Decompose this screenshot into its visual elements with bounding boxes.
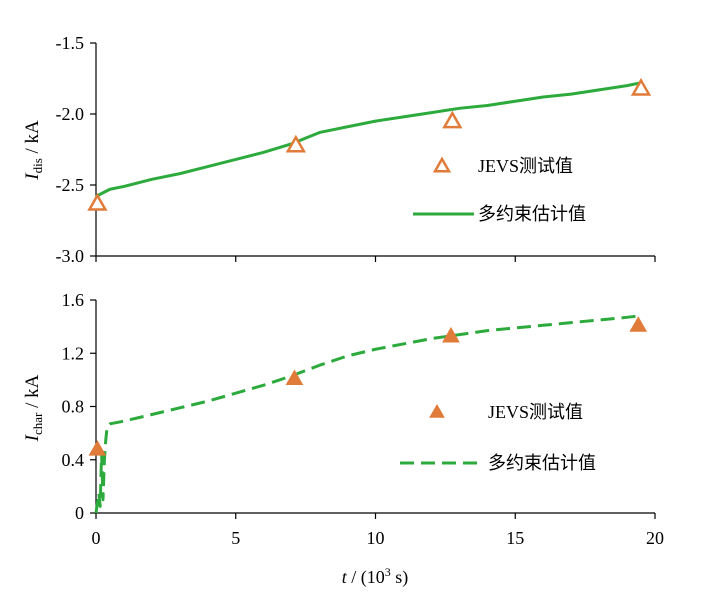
top-measured-point bbox=[87, 192, 108, 211]
top-ytick-label: -2.5 bbox=[56, 175, 85, 195]
top-legend-measured-label: JEVS测试值 bbox=[478, 156, 573, 176]
top-measured-point bbox=[285, 134, 306, 153]
bottom-ytick-label: 0 bbox=[75, 503, 84, 523]
xtick-label: 5 bbox=[231, 528, 240, 548]
bottom-legend-estimate-label: 多约束估计值 bbox=[488, 453, 596, 473]
bottom-ytick-label: 0.8 bbox=[62, 397, 85, 417]
top-estimate-line bbox=[95, 81, 642, 198]
top-measured-point bbox=[442, 110, 463, 129]
bottom-ytick-label: 0.4 bbox=[62, 450, 85, 470]
xtick-label: 15 bbox=[506, 528, 524, 548]
bottom-legend-measured-label: JEVS测试值 bbox=[488, 402, 583, 422]
top-legend-estimate-label: 多约束估计值 bbox=[478, 204, 586, 224]
bottom-estimate-line bbox=[94, 314, 639, 514]
xtick-label: 10 bbox=[367, 528, 385, 548]
bottom-y-axis-label: Ichar / kA bbox=[22, 374, 45, 442]
top-ytick-label: -2.0 bbox=[56, 104, 85, 124]
top-y-axis-label: Idis / kA bbox=[22, 120, 45, 181]
top-ytick-label: -3.0 bbox=[56, 246, 85, 266]
x-axis-label: t / (103 s) bbox=[342, 565, 409, 588]
bottom-panel: 1.6 1.2 0.8 0.4 0 0 5 10 15 20 Ichar / kA t / (1… bbox=[22, 290, 664, 588]
top-ytick-label: -1.5 bbox=[56, 33, 85, 53]
bottom-ytick-label: 1.6 bbox=[62, 290, 85, 310]
top-legend-measured-marker bbox=[432, 156, 452, 173]
bottom-measured-point bbox=[88, 440, 107, 456]
xtick-label: 0 bbox=[92, 528, 101, 548]
xtick-label: 20 bbox=[646, 528, 664, 548]
bottom-measured-point bbox=[285, 369, 304, 386]
bottom-measured-point bbox=[442, 326, 460, 343]
bottom-measured-point bbox=[629, 316, 648, 332]
top-measured-point bbox=[630, 77, 652, 96]
bottom-ytick-label: 1.2 bbox=[62, 343, 85, 363]
bottom-legend-measured-marker bbox=[429, 403, 445, 418]
